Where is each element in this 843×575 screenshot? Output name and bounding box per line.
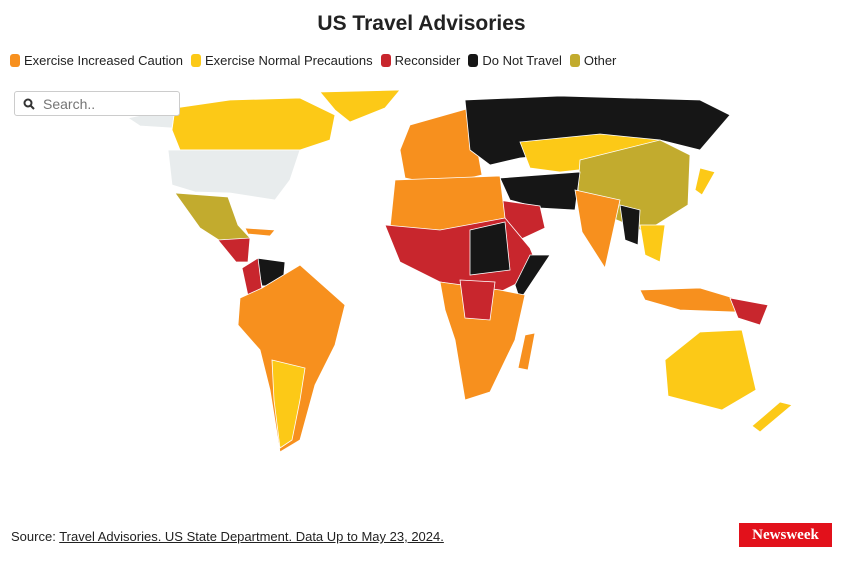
canada <box>171 97 336 151</box>
india <box>574 189 621 270</box>
legend-label: Exercise Normal Precautions <box>204 53 373 68</box>
legend: Exercise Increased Caution Exercise Norma… <box>10 53 616 68</box>
legend-swatch <box>569 54 580 67</box>
south-america <box>237 264 346 453</box>
congo <box>459 279 496 321</box>
search-input[interactable] <box>41 94 175 113</box>
usa <box>167 149 301 201</box>
indonesia <box>639 287 741 313</box>
logo: Newsweek <box>739 523 832 547</box>
world-map <box>126 89 793 453</box>
legend-swatch <box>468 54 479 67</box>
legend-label: Exercise Increased Caution <box>24 53 183 68</box>
legend-item[interactable]: Exercise Increased Caution <box>10 53 183 68</box>
legend-label: Other <box>583 53 617 68</box>
southeast-asia <box>639 224 666 263</box>
source-link[interactable]: Travel Advisories. US State Department. … <box>59 529 444 544</box>
madagascar <box>517 332 536 371</box>
legend-swatch <box>190 54 201 67</box>
legend-item[interactable]: Reconsider <box>380 53 461 68</box>
legend-item[interactable]: Do Not Travel <box>468 53 562 68</box>
japan <box>694 167 716 196</box>
sudan-mali <box>469 221 511 276</box>
greenland <box>319 89 401 123</box>
legend-item[interactable]: Other <box>569 53 617 68</box>
legend-label: Do Not Travel <box>482 53 562 68</box>
papua <box>729 297 769 326</box>
argentina-chile <box>271 359 306 449</box>
source-prefix: Source: <box>11 529 56 544</box>
title: US Travel Advisories <box>317 12 526 35</box>
mexico <box>174 192 251 245</box>
legend-swatch <box>380 54 391 67</box>
caribbean <box>244 227 276 237</box>
myanmar <box>619 204 641 246</box>
australia <box>664 329 757 411</box>
legend-swatch <box>10 54 20 67</box>
central-america <box>217 237 251 263</box>
source: Source: Travel Advisories. US State Depa… <box>11 529 444 544</box>
search-icon <box>23 98 35 110</box>
legend-item[interactable]: Exercise Normal Precautions <box>190 53 373 68</box>
new-zealand <box>751 401 793 433</box>
legend-label: Reconsider <box>394 53 461 68</box>
iran-afghanistan <box>499 171 581 211</box>
southern-africa <box>439 281 526 401</box>
search-box[interactable] <box>14 91 180 116</box>
